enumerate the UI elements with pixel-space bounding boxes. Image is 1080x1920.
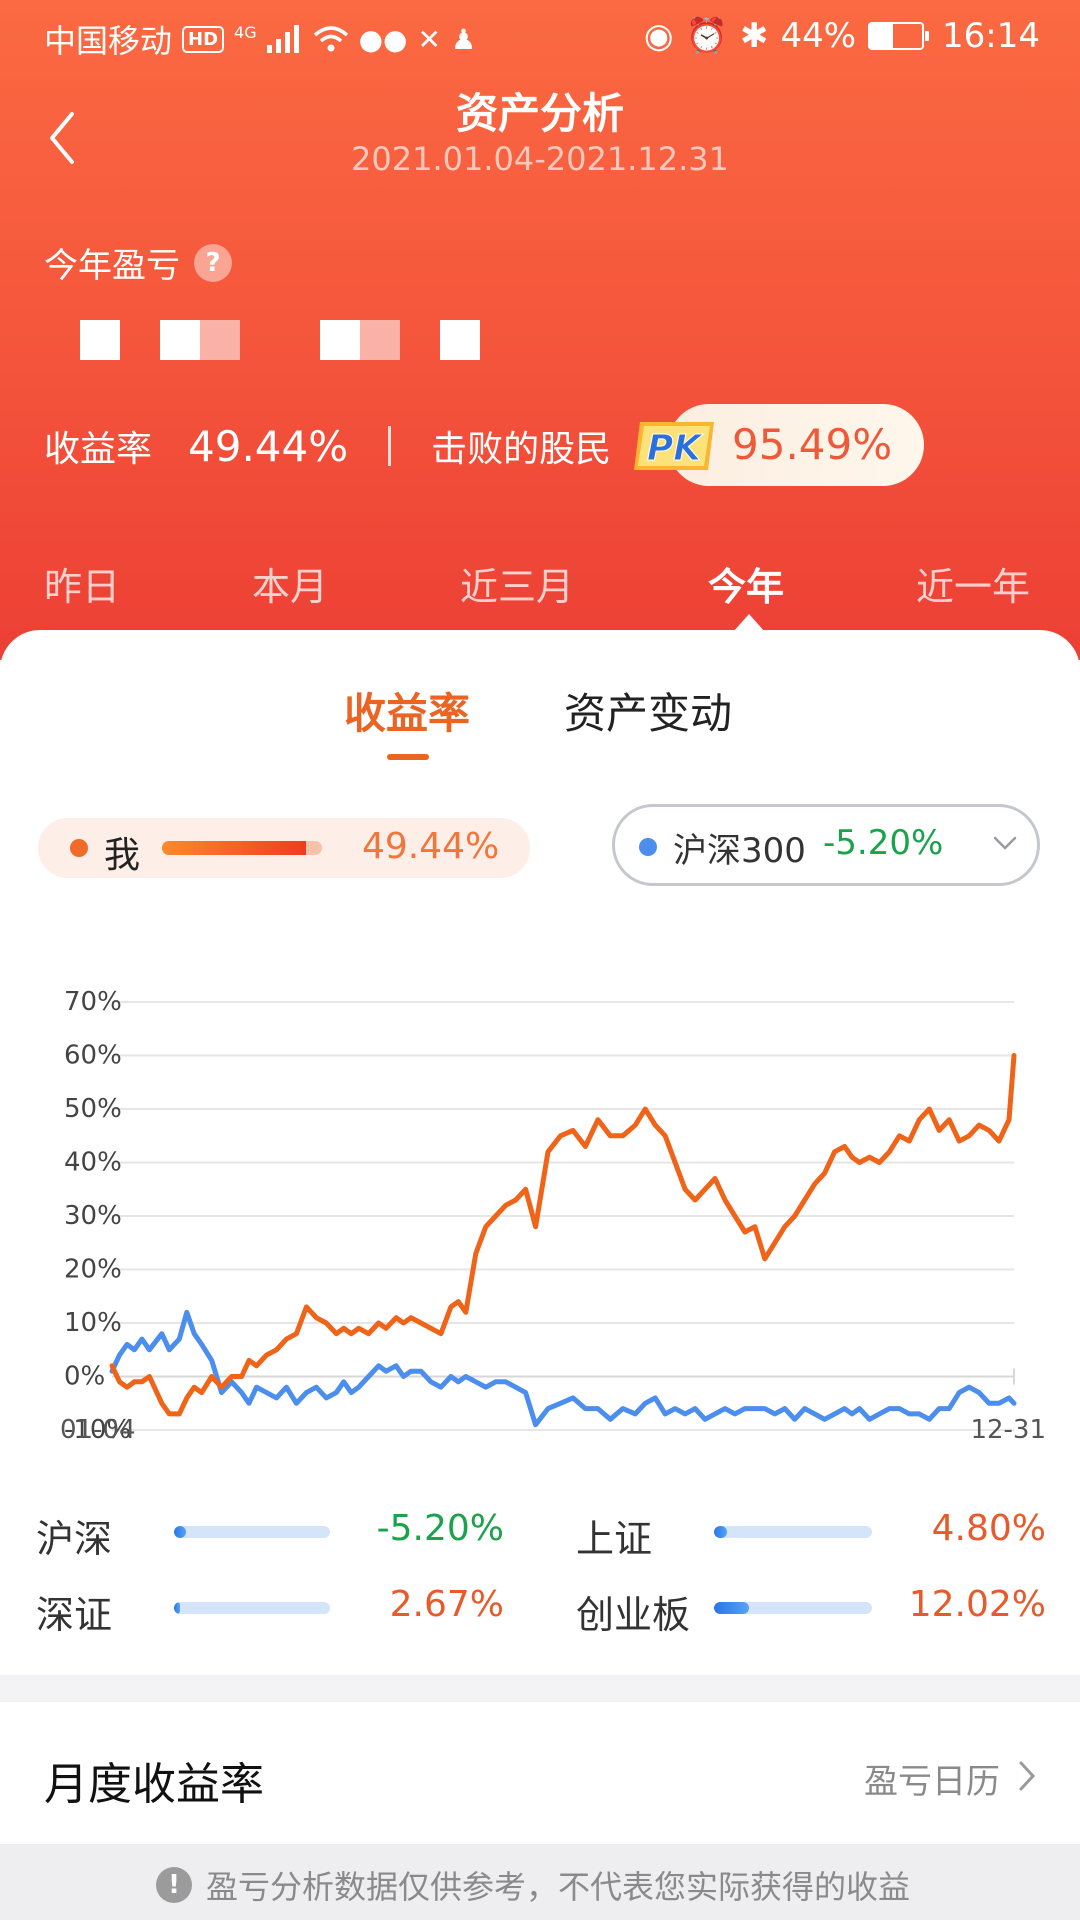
- wifi-icon: [313, 26, 348, 52]
- disclaimer-text: 盈亏分析数据仅供参考，不代表您实际获得的收益: [206, 1868, 911, 1906]
- return-label: 收益率: [44, 429, 153, 470]
- privacy-mask: [320, 320, 360, 360]
- my-series-label: 我: [104, 835, 141, 876]
- pk-logo-text: PK: [647, 428, 704, 469]
- return-row: 收益率 49.44% 击败的股民: [44, 420, 611, 472]
- y-tick-label: 30%: [64, 1201, 122, 1231]
- status-bar: 中国移动 HD 4G ●● ✕ ♟ ◉ ⏰ ✱ 44% 16:14: [0, 0, 1080, 75]
- chevron-right-icon[interactable]: [1018, 1760, 1036, 1792]
- privacy-mask: [440, 320, 480, 360]
- my-return-value: 49.44%: [362, 826, 500, 867]
- wechat-icon: ●●: [358, 22, 408, 56]
- index-name: 深证: [36, 1593, 113, 1637]
- disclaimer-bar: ! 盈亏分析数据仅供参考，不代表您实际获得的收益: [0, 1844, 1080, 1920]
- y-tick-label: 20%: [64, 1255, 122, 1285]
- header: 中国移动 HD 4G ●● ✕ ♟ ◉ ⏰ ✱ 44% 16:14 资产分析 2…: [0, 0, 1080, 660]
- battery-icon: [868, 22, 930, 50]
- index-value: 12.02%: [908, 1584, 1046, 1625]
- alarm-icon: ⏰: [685, 16, 728, 56]
- signal-icon: [266, 25, 299, 53]
- my-return-bar: [162, 841, 322, 855]
- y-tick-label: 50%: [64, 1094, 122, 1124]
- chevron-down-icon: [993, 836, 1017, 850]
- pk-logo-icon: PK: [634, 422, 714, 470]
- index-bar: [174, 1602, 330, 1614]
- my-return-line: [109, 1053, 1017, 1417]
- return-card: 收益率 资产变动 我 49.44% 沪深300 -5.20% 70% 60% 50%…: [0, 630, 1080, 1675]
- privacy-mask: [160, 320, 200, 360]
- index-name: 上证: [576, 1517, 653, 1561]
- yearly-pl-label-group: 今年盈亏 ?: [44, 238, 232, 287]
- y-tick-label: 10%: [64, 1308, 122, 1338]
- tab-this-month[interactable]: 本月: [252, 565, 329, 609]
- x-end-label: 12-31: [970, 1415, 1046, 1442]
- monthly-title: 月度收益率: [44, 1759, 264, 1810]
- y-tick-label: 60%: [64, 1041, 122, 1071]
- active-tab-indicator: [733, 614, 765, 632]
- battery-percent: 44%: [780, 16, 857, 56]
- privacy-mask: [360, 320, 400, 360]
- y-tick-label: 40%: [64, 1148, 122, 1178]
- benchmark-name: 沪深300: [673, 831, 806, 871]
- tab-last-year[interactable]: 近一年: [916, 565, 1031, 609]
- page-title: 资产分析: [455, 89, 624, 138]
- eye-icon: ◉: [643, 16, 674, 56]
- index-bar: [714, 1526, 872, 1538]
- index-name: 创业板: [576, 1593, 691, 1637]
- back-arrow-icon[interactable]: [44, 108, 80, 168]
- alipay-icon: ✕: [417, 22, 441, 56]
- x-start-label: 01-04: [60, 1415, 136, 1442]
- benchmark-dot: [639, 838, 657, 856]
- beat-label: 击败的股民: [431, 429, 612, 470]
- index-bar: [174, 1526, 330, 1538]
- period-tabs: 昨日 本月 近三月 今年 近一年: [0, 556, 1080, 609]
- tab-asset-change[interactable]: 资产变动: [564, 689, 733, 738]
- content-tab-underline: [387, 754, 429, 760]
- my-series-dot: [70, 839, 88, 857]
- index-value: -5.20%: [376, 1508, 504, 1549]
- tab-this-year[interactable]: 今年: [708, 565, 785, 609]
- network-label: 4G: [234, 22, 257, 42]
- info-icon: !: [156, 1867, 192, 1903]
- return-value: 49.44%: [188, 421, 349, 471]
- y-tick-label: 0%: [64, 1362, 105, 1392]
- qq-icon: ♟: [450, 22, 477, 56]
- pl-calendar-link[interactable]: 盈亏日历: [864, 1762, 1000, 1802]
- benchmark-line: [109, 1309, 1017, 1428]
- y-tick-label: -10%: [64, 1415, 131, 1442]
- y-tick-label: 70%: [64, 987, 122, 1017]
- return-chart: 70% 60% 50% 40% 30% 20% 10% 0% -10%01-04 12-31: [60, 987, 1046, 1442]
- beat-value: 95.49%: [732, 420, 893, 469]
- date-range: 2021.01.04-2021.12.31: [351, 140, 729, 178]
- hd-badge: HD: [182, 25, 225, 53]
- index-name: 沪深: [36, 1517, 113, 1561]
- yearly-pl-label: 今年盈亏: [44, 246, 180, 286]
- privacy-mask: [80, 320, 120, 360]
- privacy-mask: [200, 320, 240, 360]
- benchmark-value: -5.20%: [823, 823, 944, 863]
- help-icon[interactable]: ?: [194, 243, 232, 282]
- monthly-return-section[interactable]: 月度收益率 盈亏日历: [0, 1702, 1080, 1844]
- index-value: 2.67%: [389, 1584, 504, 1625]
- bluetooth-icon: ✱: [739, 16, 769, 56]
- tab-return-rate[interactable]: 收益率: [344, 689, 471, 738]
- index-value: 4.80%: [931, 1508, 1046, 1549]
- tab-last-three-months[interactable]: 近三月: [460, 565, 575, 609]
- benchmark-selector[interactable]: 沪深300 -5.20%: [612, 804, 1040, 886]
- index-bar: [714, 1602, 872, 1614]
- my-return-legend: 我 49.44%: [38, 818, 530, 878]
- carrier-label: 中国移动: [44, 22, 173, 60]
- tab-yesterday[interactable]: 昨日: [44, 565, 121, 609]
- clock: 16:14: [942, 16, 1040, 56]
- divider: [388, 426, 392, 466]
